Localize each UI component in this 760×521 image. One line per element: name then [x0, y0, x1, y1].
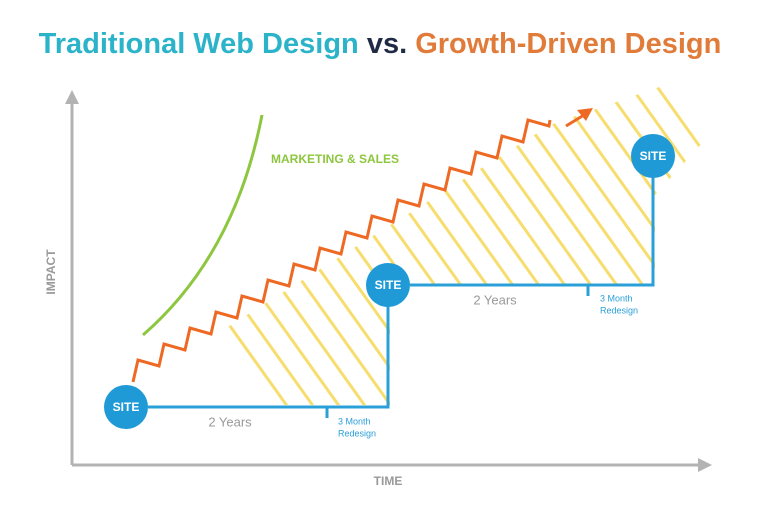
hatch-line [636, 85, 705, 405]
hatch-line [688, 85, 705, 405]
hatch-line [140, 85, 370, 405]
step-line [148, 300, 390, 409]
hatch-line [140, 85, 292, 405]
hatch-line [194, 85, 448, 405]
growth-arrow-head [577, 108, 593, 121]
title-versus: vs. [367, 28, 407, 60]
title-traditional: Traditional Web Design [39, 28, 359, 60]
redesign-label: Redesign [600, 305, 638, 315]
hatch-line [220, 85, 474, 405]
redesign-label: 3 Month [338, 416, 371, 426]
hatch-line [402, 85, 656, 405]
site-label: SITE [113, 400, 140, 414]
redesign-label: Redesign [338, 428, 376, 438]
duration-label: 2 Years [473, 292, 517, 307]
duration-label: 2 Years [208, 414, 252, 429]
hatch-line [168, 85, 422, 405]
hatch-line [428, 85, 682, 405]
hatch-line [140, 85, 318, 405]
marketing-curve [142, 114, 264, 337]
growth-arrow-shaft [565, 113, 585, 128]
redesign-label: 3 Month [600, 293, 633, 303]
y-axis-arrow [65, 90, 79, 104]
site-circle [366, 263, 410, 307]
hatch-line [298, 85, 552, 405]
hatch-line [742, 60, 760, 410]
hatch-line [246, 85, 500, 405]
hatch-line [506, 85, 705, 405]
site-label: SITE [640, 149, 667, 163]
site-circle [631, 134, 675, 178]
hatch-line [140, 85, 344, 405]
hatch-line [480, 85, 705, 405]
x-axis-label: TIME [374, 474, 403, 488]
y-axis-label: IMPACT [44, 249, 58, 295]
hatch-line [662, 85, 705, 405]
site-label: SITE [375, 278, 402, 292]
step-line [410, 175, 655, 287]
hatch-line [610, 85, 705, 405]
hatch-line [716, 60, 760, 410]
marketing-label: MARKETING & SALES [271, 152, 399, 166]
hatch-line [324, 85, 578, 405]
hatch-line [272, 85, 526, 405]
site-circle [104, 385, 148, 429]
x-axis-arrow [698, 458, 712, 472]
hatch-line [584, 85, 705, 405]
growth-zigzag [131, 118, 552, 383]
hatch-line [532, 85, 705, 405]
title: Traditional Web Design vs. Growth-Driven… [39, 28, 722, 60]
title-growth: Growth-Driven Design [415, 28, 721, 60]
